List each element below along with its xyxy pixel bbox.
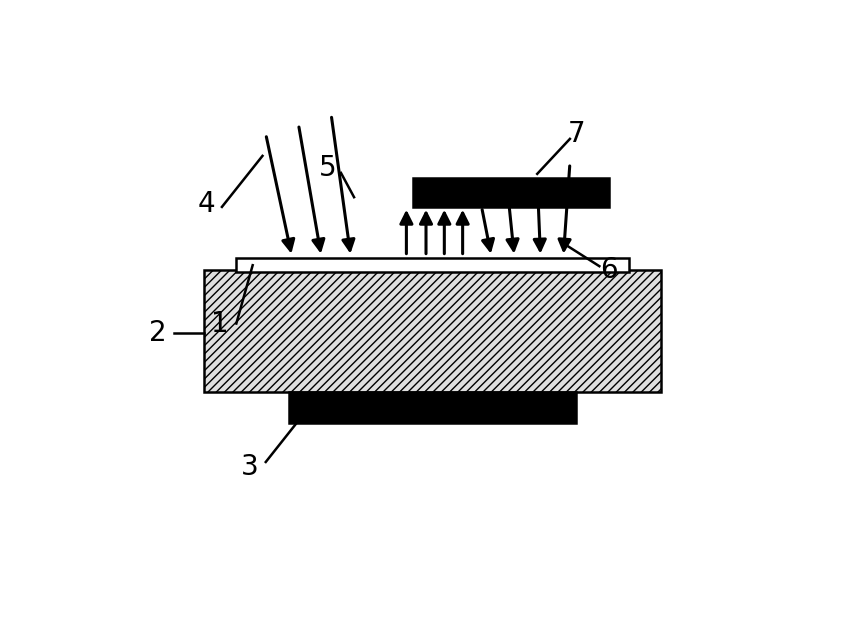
Bar	[289, 391, 576, 423]
Bar	[236, 258, 629, 273]
Bar	[413, 178, 609, 207]
Text: 4: 4	[198, 191, 216, 218]
Bar	[203, 270, 662, 391]
Text: 5: 5	[319, 154, 337, 182]
Text: 6: 6	[600, 256, 618, 284]
Text: 3: 3	[241, 453, 258, 481]
Text: 1: 1	[211, 310, 229, 338]
Text: 2: 2	[149, 319, 166, 347]
Text: 7: 7	[568, 120, 585, 148]
